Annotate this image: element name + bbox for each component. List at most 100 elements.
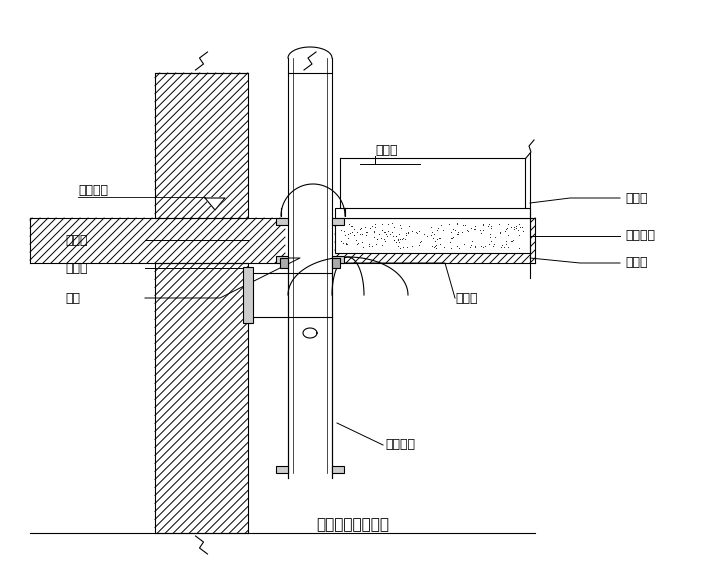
Point bbox=[355, 223, 366, 232]
Point bbox=[465, 242, 476, 251]
Point bbox=[509, 225, 520, 234]
Bar bbox=[335, 218, 530, 253]
Point bbox=[465, 224, 477, 233]
Text: 大便器: 大便器 bbox=[375, 144, 397, 157]
Point bbox=[429, 242, 441, 251]
Point bbox=[503, 220, 514, 229]
Point bbox=[505, 222, 516, 231]
Point bbox=[505, 236, 517, 245]
Point bbox=[477, 221, 489, 230]
Point bbox=[361, 228, 373, 237]
Text: 排水管防水构造图: 排水管防水构造图 bbox=[316, 517, 390, 533]
Point bbox=[363, 239, 374, 248]
Text: 止水条: 止水条 bbox=[455, 292, 477, 305]
Point bbox=[337, 239, 349, 248]
Point bbox=[379, 227, 390, 236]
Bar bbox=[332, 218, 344, 225]
Point bbox=[410, 227, 421, 236]
Point bbox=[414, 238, 426, 247]
Point bbox=[394, 243, 405, 252]
Point bbox=[431, 243, 442, 252]
Point bbox=[517, 222, 528, 231]
Point bbox=[348, 225, 359, 234]
Point bbox=[376, 233, 387, 242]
Point bbox=[426, 227, 437, 236]
Bar bbox=[276, 466, 288, 473]
Point bbox=[388, 235, 400, 244]
Point bbox=[360, 227, 371, 236]
Point bbox=[344, 228, 355, 237]
Point bbox=[457, 228, 468, 237]
Point bbox=[390, 238, 402, 247]
Point bbox=[364, 224, 376, 233]
Point bbox=[392, 235, 403, 244]
Point bbox=[376, 241, 388, 250]
Point bbox=[394, 230, 405, 239]
Point bbox=[390, 231, 402, 240]
Point bbox=[402, 229, 414, 238]
Point bbox=[501, 225, 512, 234]
Point bbox=[435, 240, 446, 249]
Point bbox=[510, 221, 522, 230]
Point bbox=[427, 234, 438, 243]
Point bbox=[406, 226, 417, 235]
Point bbox=[452, 242, 463, 251]
Point bbox=[484, 233, 495, 242]
Point bbox=[335, 225, 347, 234]
Point bbox=[465, 241, 477, 250]
Point bbox=[369, 233, 380, 242]
Point bbox=[338, 227, 349, 236]
Point bbox=[445, 227, 456, 236]
Point bbox=[438, 243, 450, 252]
Point bbox=[429, 230, 440, 239]
Point bbox=[366, 241, 378, 250]
Text: 室内地面: 室内地面 bbox=[78, 184, 108, 196]
Point bbox=[388, 222, 400, 231]
Point bbox=[349, 231, 360, 240]
Point bbox=[348, 231, 359, 240]
Point bbox=[369, 227, 380, 236]
Point bbox=[397, 243, 409, 252]
Point bbox=[363, 242, 374, 251]
Bar bbox=[332, 258, 340, 268]
Point bbox=[454, 243, 465, 252]
Point bbox=[386, 227, 397, 236]
Point bbox=[402, 227, 414, 236]
Point bbox=[447, 233, 458, 242]
Point bbox=[376, 226, 388, 235]
Point bbox=[503, 242, 514, 251]
Point bbox=[429, 242, 440, 251]
Point bbox=[345, 221, 357, 230]
Text: 套管: 套管 bbox=[65, 292, 80, 305]
Point bbox=[498, 243, 510, 252]
Text: 抹灰层: 抹灰层 bbox=[625, 191, 647, 204]
Point bbox=[431, 240, 442, 249]
Point bbox=[501, 224, 513, 233]
Point bbox=[514, 243, 525, 252]
Point bbox=[354, 230, 366, 239]
Point bbox=[475, 229, 486, 238]
Point bbox=[387, 231, 398, 240]
Point bbox=[477, 243, 489, 252]
Point bbox=[489, 232, 500, 241]
Point bbox=[335, 236, 347, 245]
Point bbox=[431, 235, 443, 244]
Point bbox=[373, 230, 385, 239]
Point bbox=[453, 229, 464, 238]
Point bbox=[351, 235, 362, 244]
Point bbox=[500, 240, 511, 249]
Point bbox=[386, 219, 397, 228]
Point bbox=[347, 227, 358, 236]
Point bbox=[346, 221, 357, 230]
Point bbox=[401, 231, 412, 240]
Point bbox=[404, 221, 415, 230]
Point bbox=[513, 226, 524, 235]
Bar bbox=[332, 256, 344, 263]
Point bbox=[377, 219, 388, 228]
Point bbox=[451, 219, 462, 228]
Point bbox=[397, 235, 408, 244]
Point bbox=[496, 240, 508, 249]
Point bbox=[388, 235, 400, 244]
Point bbox=[421, 232, 433, 241]
Point bbox=[469, 222, 481, 231]
